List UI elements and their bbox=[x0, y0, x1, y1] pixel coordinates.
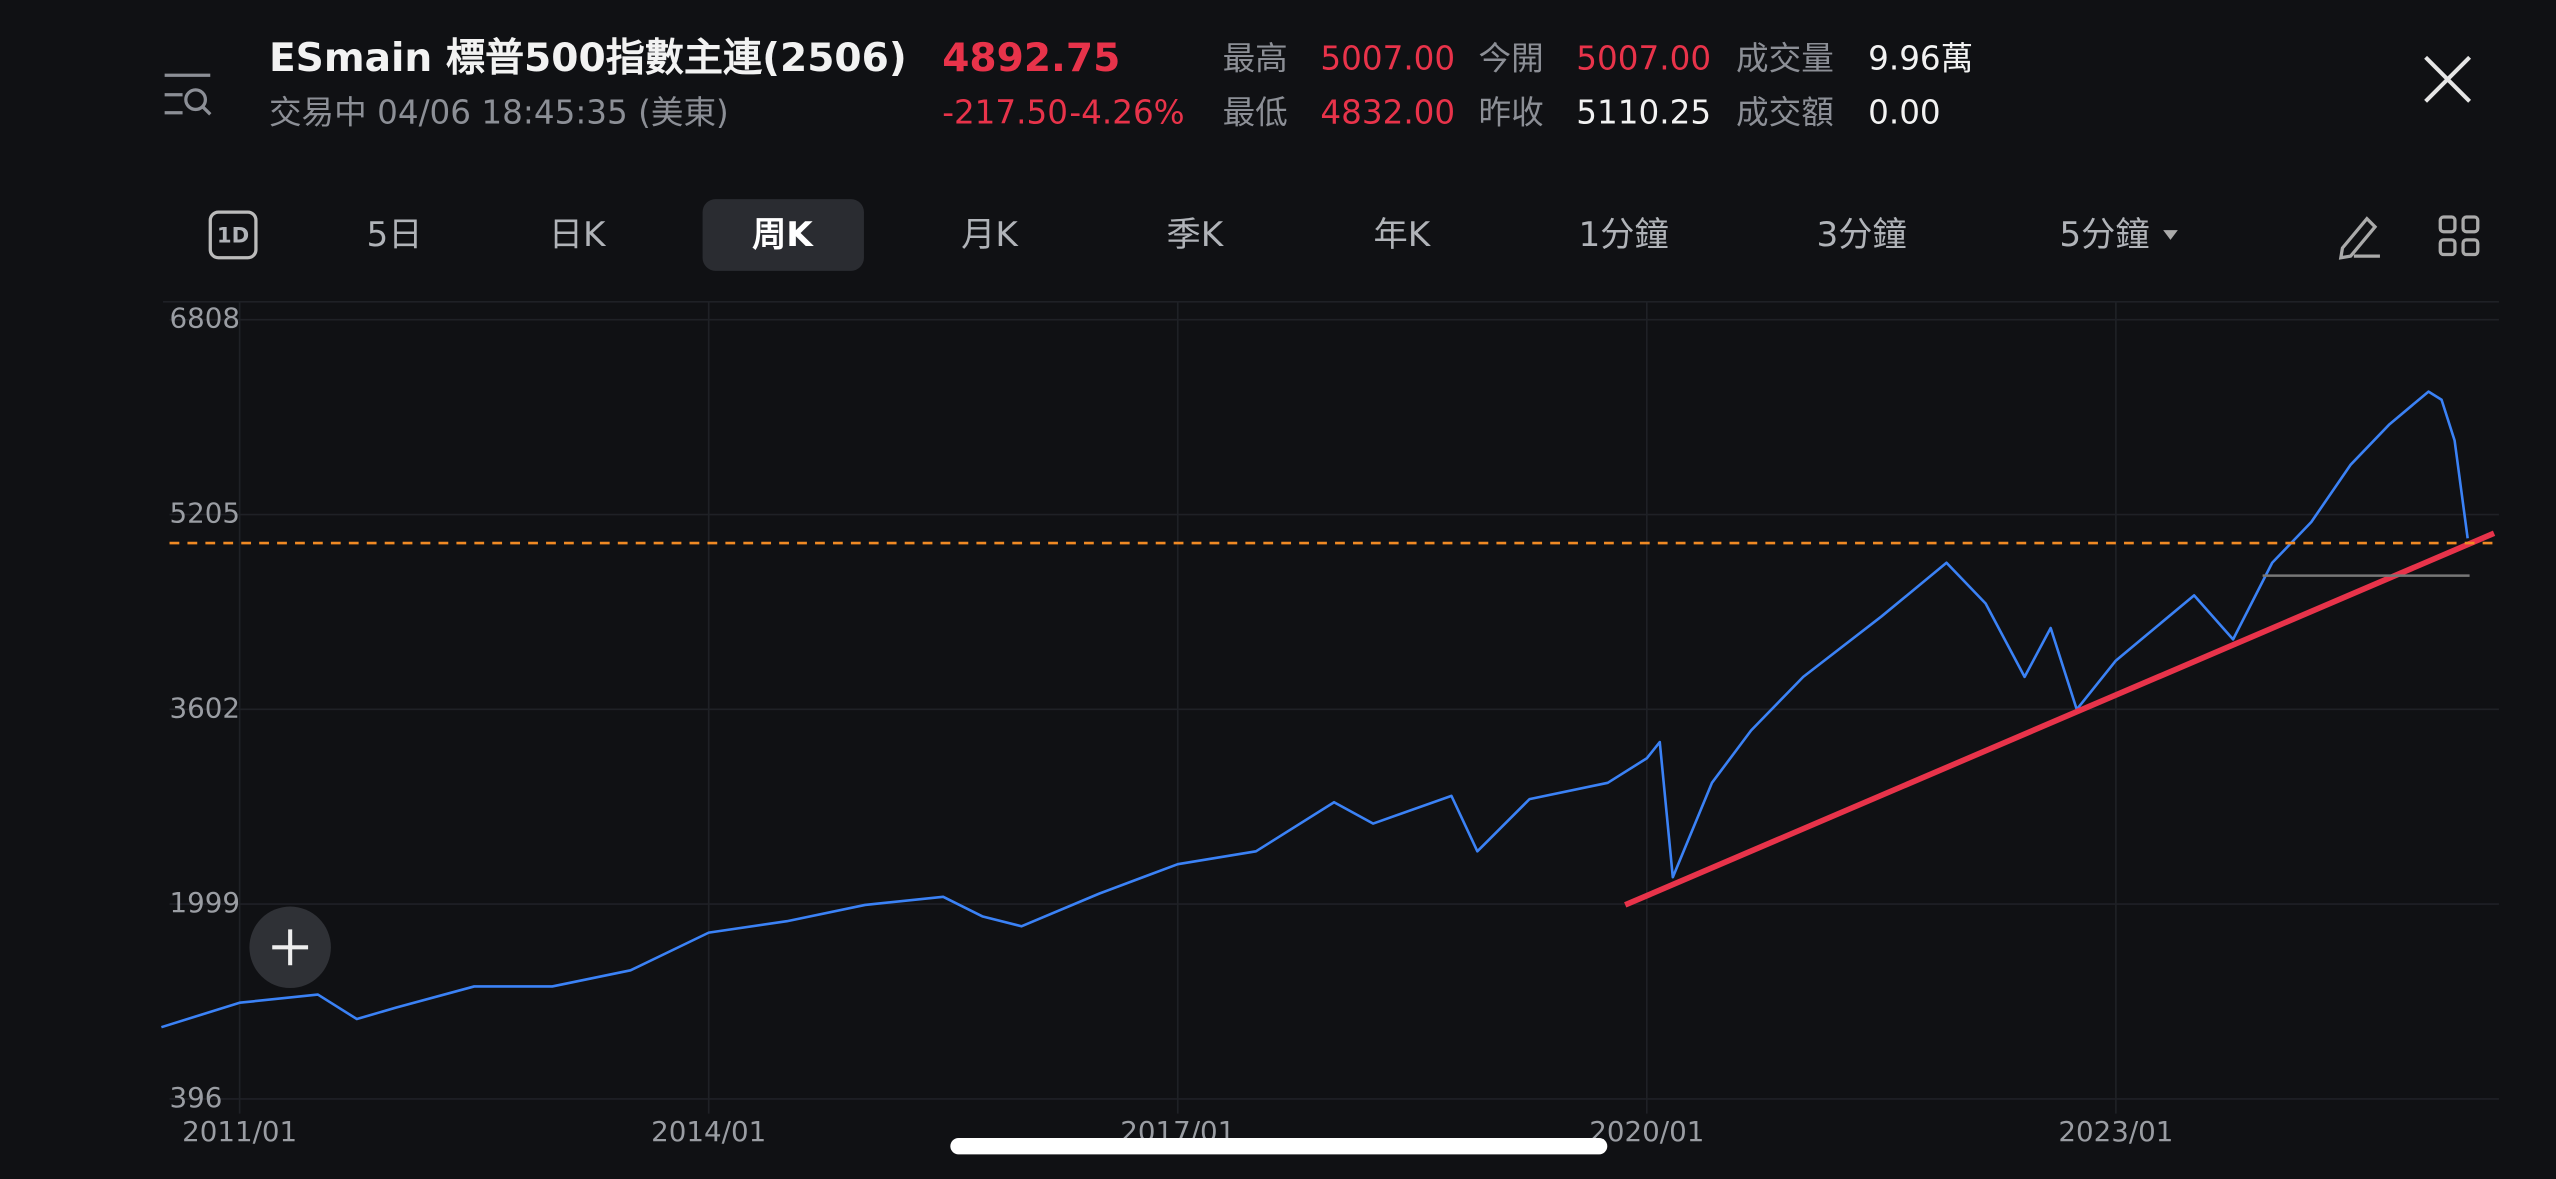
tab[interactable]: 1分鐘 bbox=[1578, 215, 1668, 255]
tab[interactable]: 5日 bbox=[366, 215, 422, 255]
tab[interactable]: 日K bbox=[549, 215, 607, 255]
stat-value: 5110.25 bbox=[1576, 93, 1711, 131]
stat-label: 昨收 bbox=[1479, 93, 1544, 131]
stat-value: 9.96萬 bbox=[1868, 40, 1973, 78]
price-line-series bbox=[160, 390, 2469, 1029]
title: ESmain 標普500指數主連(2506) bbox=[269, 36, 907, 81]
dropdown-arrow bbox=[2163, 230, 2178, 240]
tabs: 1D 5日 日K 周K 月K 季K 年K 1分鐘 3分鐘 5分鐘 bbox=[217, 215, 2150, 255]
tab[interactable]: 周K bbox=[752, 215, 814, 255]
add-button[interactable] bbox=[249, 906, 331, 989]
stat-value: 0.00 bbox=[1868, 93, 1941, 131]
close-button[interactable] bbox=[2424, 55, 2472, 103]
stat-label: 最高 bbox=[1223, 40, 1288, 78]
active-tab-bg bbox=[702, 199, 864, 271]
x-tick-label: 2020/01 bbox=[1589, 1115, 1704, 1148]
tab[interactable]: 年K bbox=[1374, 215, 1432, 255]
price: 4892.75 bbox=[942, 36, 1120, 81]
x-tick-label: 2023/01 bbox=[2058, 1115, 2173, 1148]
change: -217.50 bbox=[942, 93, 1068, 131]
y-tick-label: 6808 bbox=[170, 302, 241, 335]
change-pct: -4.26% bbox=[1069, 93, 1184, 131]
x-tick-label: 2014/01 bbox=[651, 1115, 766, 1148]
stat-label: 今開 bbox=[1479, 40, 1544, 78]
menu-icon[interactable] bbox=[164, 73, 212, 116]
y-tick-label: 3602 bbox=[170, 691, 241, 724]
tab[interactable]: 1D bbox=[217, 223, 249, 248]
tab-1d-frame bbox=[208, 210, 258, 260]
stat-label: 成交量 bbox=[1736, 40, 1834, 78]
stat-value: 4832.00 bbox=[1320, 93, 1455, 131]
y-tick-label: 1999 bbox=[170, 886, 241, 919]
stat-label: 成交額 bbox=[1736, 93, 1834, 131]
stat-value: 5007.00 bbox=[1576, 40, 1711, 78]
trend-line bbox=[1624, 530, 2496, 908]
stat-value: 5007.00 bbox=[1320, 40, 1455, 78]
y-tick-label: 396 bbox=[170, 1081, 223, 1114]
stat-label: 最低 bbox=[1223, 93, 1288, 131]
x-tick-label: 2011/01 bbox=[182, 1115, 297, 1148]
home-indicator bbox=[950, 1138, 1608, 1155]
layout-icon[interactable] bbox=[2438, 215, 2480, 257]
tab[interactable]: 3分鐘 bbox=[1816, 215, 1906, 255]
y-tick-label: 5205 bbox=[170, 497, 241, 530]
tab[interactable]: 月K bbox=[961, 215, 1019, 255]
draw-icon[interactable] bbox=[2338, 216, 2380, 260]
tab[interactable]: 季K bbox=[1167, 215, 1225, 255]
status: 交易中 04/06 18:45:35 (美東) bbox=[269, 93, 729, 131]
tab[interactable]: 5分鐘 bbox=[2059, 215, 2149, 255]
